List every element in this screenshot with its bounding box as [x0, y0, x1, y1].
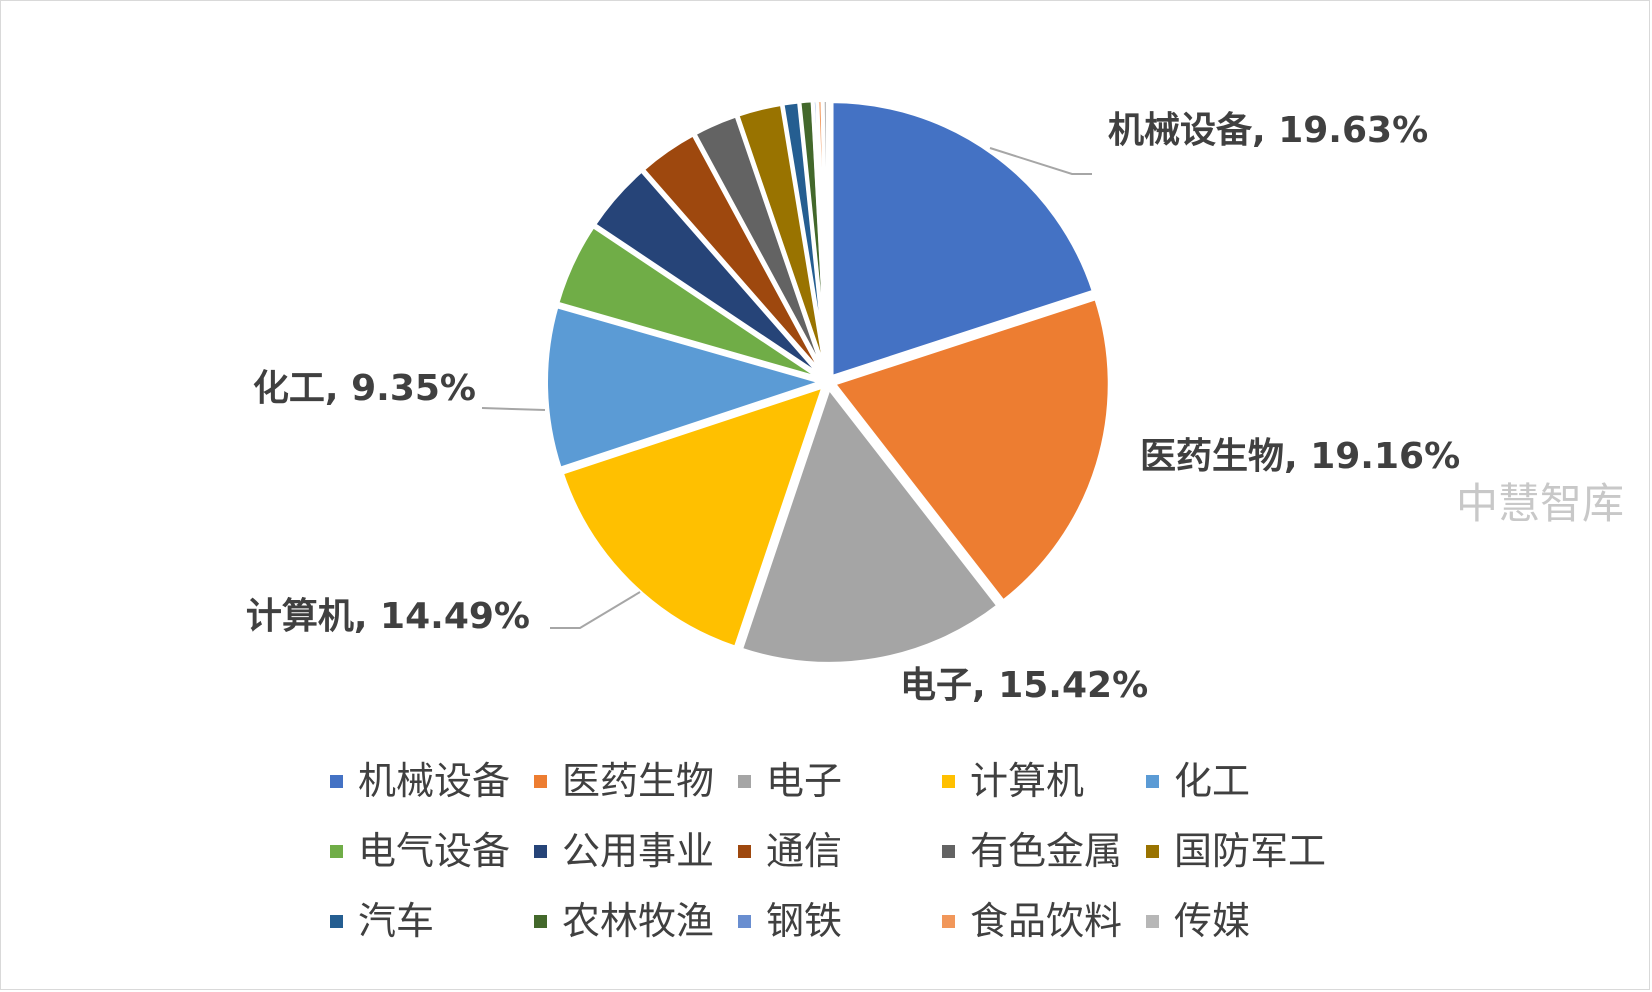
- legend-swatch-2: [534, 775, 547, 788]
- pie-slice-4: [559, 383, 827, 651]
- legend-label-2: 医药生物: [562, 759, 714, 803]
- legend-label-14: 食品饮料: [970, 899, 1122, 943]
- legend-swatch-12: [534, 915, 547, 928]
- legend-swatch-14: [942, 915, 955, 928]
- legend-swatch-13: [738, 915, 751, 928]
- legend-swatch-8: [738, 845, 751, 858]
- legend-label-12: 农林牧渔: [562, 899, 714, 943]
- legend-label-10: 国防军工: [1174, 829, 1326, 873]
- leader-line-1: [989, 147, 1092, 175]
- legend-swatch-3: [738, 775, 751, 788]
- data-label-1: 机械设备, 19.63%: [1108, 110, 1428, 151]
- legend-label-11: 汽车: [358, 899, 434, 943]
- legend-swatch-15: [1146, 915, 1159, 928]
- legend-label-7: 公用事业: [562, 829, 714, 873]
- legend-swatch-9: [942, 845, 955, 858]
- legend-label-3: 电子: [766, 759, 842, 803]
- pie-slice-1: [829, 99, 1097, 380]
- data-label-3: 电子, 15.42%: [900, 665, 1148, 706]
- legend-swatch-10: [1146, 845, 1159, 858]
- legend-swatch-6: [330, 845, 343, 858]
- pie-slice-5: [544, 303, 829, 472]
- legend-label-9: 有色金属: [970, 829, 1122, 873]
- legend-swatch-7: [534, 845, 547, 858]
- legend-label-13: 钢铁: [766, 899, 842, 943]
- legend-swatch-11: [330, 915, 343, 928]
- legend-label-15: 传媒: [1174, 899, 1250, 943]
- pie-slice-2: [830, 295, 1112, 605]
- watermark: 中慧智库: [1456, 479, 1625, 528]
- data-label-5: 化工, 9.35%: [253, 368, 476, 409]
- leader-line-4: [550, 591, 641, 629]
- pie-slice-3: [738, 383, 1002, 666]
- data-label-4: 计算机, 14.49%: [246, 596, 530, 637]
- legend-swatch-1: [330, 775, 343, 788]
- data-label-2: 医药生物, 19.16%: [1140, 436, 1460, 477]
- legend-label-5: 化工: [1174, 759, 1250, 803]
- legend-label-4: 计算机: [970, 759, 1084, 803]
- legend-label-6: 电气设备: [358, 829, 510, 873]
- pie-slice-15: [820, 97, 830, 377]
- legend-label-8: 通信: [766, 829, 842, 873]
- legend-swatch-4: [942, 775, 955, 788]
- leader-line-5: [481, 407, 546, 411]
- legend-swatch-5: [1146, 775, 1159, 788]
- legend-label-1: 机械设备: [358, 759, 510, 803]
